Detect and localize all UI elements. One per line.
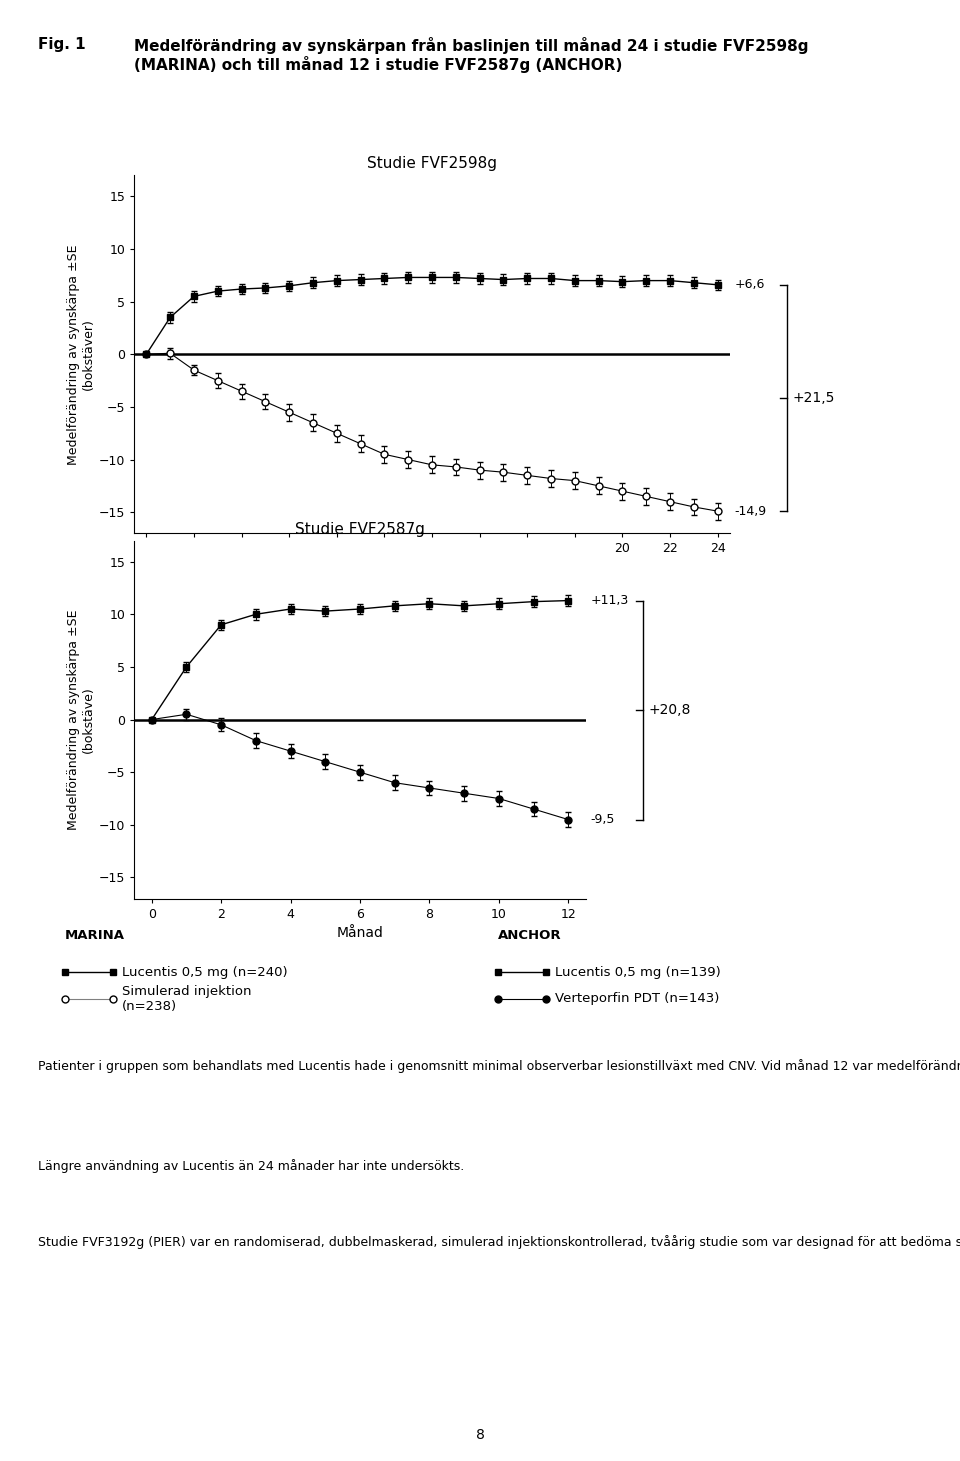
Text: +20,8: +20,8 [648, 703, 690, 717]
X-axis label: Månad: Månad [409, 561, 455, 574]
Text: Simulerad injektion
(n=238): Simulerad injektion (n=238) [122, 985, 252, 1012]
Y-axis label: Medelförändring av synskärpa ±SE
(bokstäve): Medelförändring av synskärpa ±SE (bokstä… [67, 609, 95, 830]
Text: 8: 8 [475, 1427, 485, 1442]
Text: -14,9: -14,9 [734, 504, 766, 517]
Text: -9,5: -9,5 [590, 814, 614, 825]
Text: Verteporfin PDT (n=143): Verteporfin PDT (n=143) [555, 992, 719, 1005]
Text: Patienter i gruppen som behandlats med Lucentis hade i genomsnitt minimal observ: Patienter i gruppen som behandlats med L… [38, 1059, 960, 1074]
Text: Lucentis 0,5 mg (n=139): Lucentis 0,5 mg (n=139) [555, 966, 721, 979]
Text: ANCHOR: ANCHOR [497, 929, 562, 942]
Text: +11,3: +11,3 [590, 595, 629, 608]
Text: Medelförändring av synskärpan från baslinjen till månad 24 i studie FVF2598g
(MA: Medelförändring av synskärpan från basli… [134, 37, 809, 73]
Text: Lucentis 0,5 mg (n=240): Lucentis 0,5 mg (n=240) [122, 966, 288, 979]
Text: MARINA: MARINA [65, 929, 125, 942]
Title: Studie FVF2598g: Studie FVF2598g [367, 156, 497, 171]
Text: Fig. 1: Fig. 1 [38, 37, 86, 51]
Text: Studie FVF3192g (PIER) var en randomiserad, dubbelmaskerad, simulerad injektions: Studie FVF3192g (PIER) var en randomiser… [38, 1235, 960, 1249]
Title: Studie FVF2587g: Studie FVF2587g [295, 522, 425, 536]
Y-axis label: Medelförändring av synskärpa ±SE
(bokstäver): Medelförändring av synskärpa ±SE (bokstä… [67, 244, 95, 465]
Text: +21,5: +21,5 [792, 392, 834, 405]
Text: +6,6: +6,6 [734, 278, 765, 291]
X-axis label: Månad: Månad [337, 926, 383, 939]
Text: Längre användning av Lucentis än 24 månader har inte undersökts.: Längre användning av Lucentis än 24 måna… [38, 1159, 465, 1173]
